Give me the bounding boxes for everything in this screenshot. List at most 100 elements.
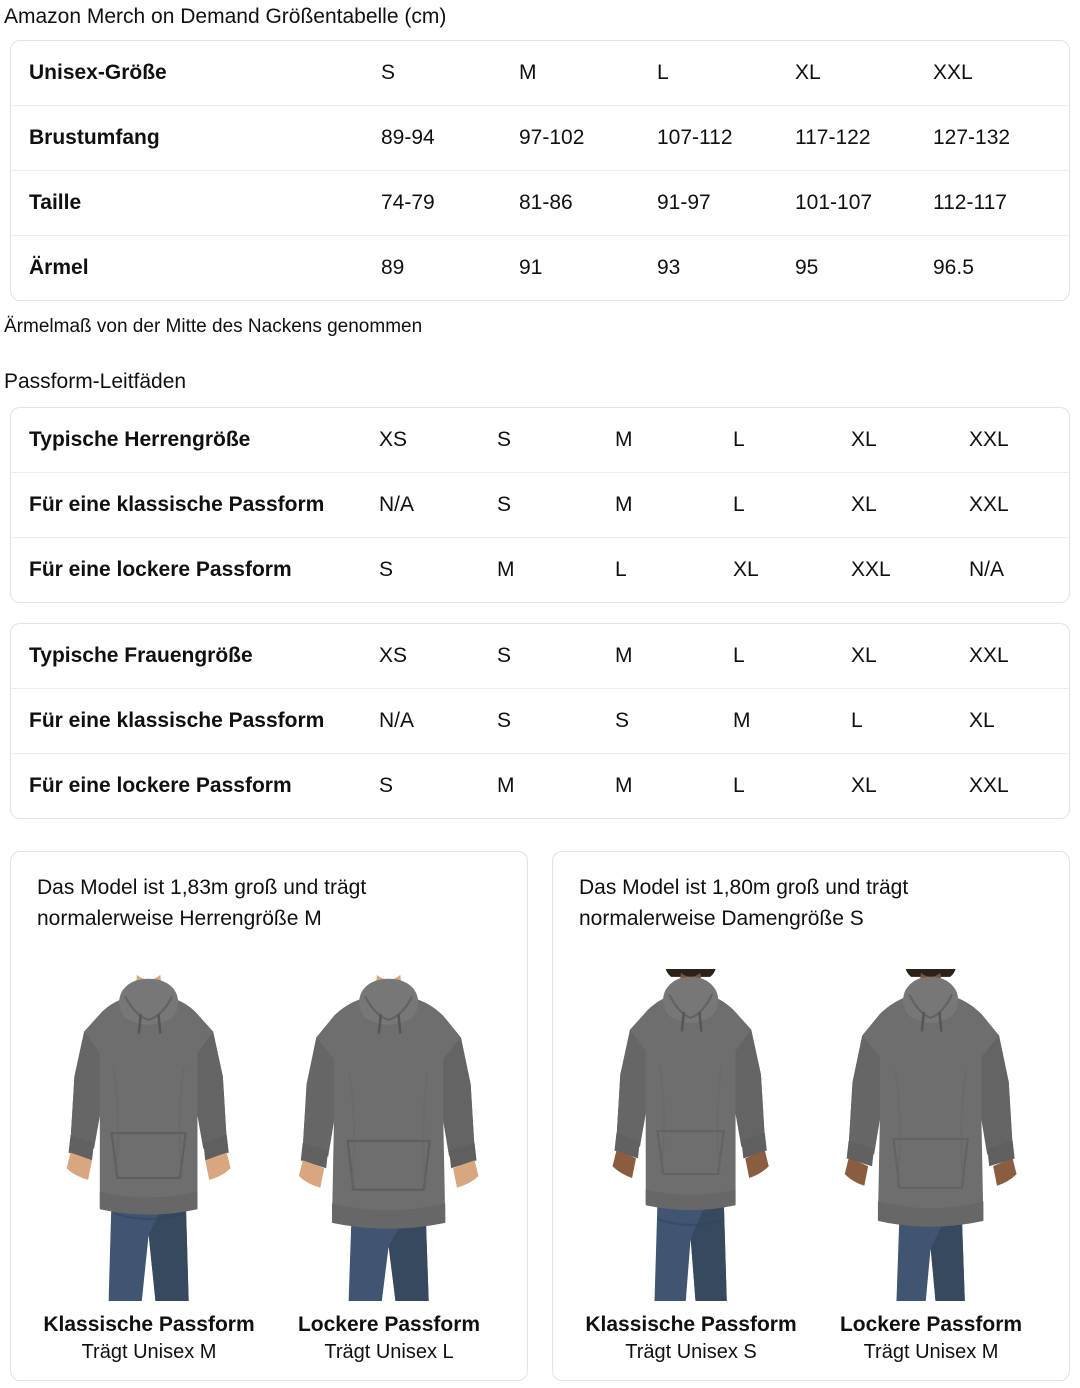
womens-classic-0: N/A bbox=[379, 688, 497, 754]
caption-subtitle: Trägt Unisex M bbox=[863, 1341, 999, 1363]
caption-title: Klassische Passform bbox=[43, 1313, 255, 1336]
mens-classic-2: M bbox=[615, 472, 733, 538]
womens-typical-xs: XS bbox=[379, 644, 408, 667]
womens-classic-3: M bbox=[733, 688, 851, 754]
table-row: Ärmel 89 91 93 95 96.5 bbox=[11, 235, 1069, 300]
womens-classic-1: S bbox=[497, 688, 615, 754]
womens-typical-size-label: Typische Frauengröße bbox=[29, 644, 253, 667]
size-header-s: S bbox=[381, 61, 396, 84]
mens-classic-4: XL bbox=[851, 472, 969, 538]
mens-typical-xxl: XXL bbox=[969, 428, 1009, 451]
waist-xl: 101-107 bbox=[795, 170, 933, 236]
chest-l: 107-112 bbox=[657, 105, 795, 171]
row-label-chest: Brustumfang bbox=[11, 105, 381, 171]
table-row: Für eine lockere Passform S M L XL XXL N… bbox=[11, 537, 1069, 602]
sleeve-l: 93 bbox=[657, 235, 795, 300]
waist-xxl: 112-117 bbox=[933, 170, 1069, 236]
womens-relaxed-2: M bbox=[615, 753, 733, 818]
womens-classic-caption: Klassische Passform Trägt Unisex S bbox=[571, 1311, 811, 1366]
table-row-header: Unisex-Größe S M L XL XXL bbox=[11, 41, 1069, 106]
womens-classic-fit-label: Für eine klassische Passform bbox=[11, 688, 379, 754]
chest-xl: 117-122 bbox=[795, 105, 933, 171]
mens-classic-caption: Klassische Passform Trägt Unisex M bbox=[29, 1311, 269, 1366]
womens-typical-l: L bbox=[733, 644, 745, 667]
mens-typical-size-label: Typische Herrengröße bbox=[29, 428, 251, 451]
caption-subtitle: Trägt Unisex L bbox=[324, 1341, 454, 1363]
womens-model-description: Das Model ist 1,80m groß und trägt norma… bbox=[579, 876, 909, 930]
chest-m: 97-102 bbox=[519, 105, 657, 171]
mens-relaxed-2: L bbox=[615, 537, 733, 602]
table-row-header: Typische Frauengröße XS S M L XL XXL bbox=[11, 624, 1069, 689]
table-row: Taille 74-79 81-86 91-97 101-107 112-117 bbox=[11, 170, 1069, 236]
fit-guides-heading: Passform-Leitfäden bbox=[4, 370, 187, 393]
mens-figure-captions: Klassische Passform Trägt Unisex M Locke… bbox=[29, 1301, 509, 1366]
womens-classic-4: L bbox=[851, 688, 969, 754]
size-header-xxl: XXL bbox=[933, 61, 973, 84]
sleeve-xl: 95 bbox=[795, 235, 933, 300]
mens-fit-guide-card: Typische Herrengröße XS S M L XL XXL Für… bbox=[10, 407, 1070, 603]
page-title: Amazon Merch on Demand Größentabelle (cm… bbox=[4, 5, 447, 28]
size-header-xl: XL bbox=[795, 61, 821, 84]
caption-title: Lockere Passform bbox=[297, 1313, 481, 1336]
mens-typical-xs: XS bbox=[379, 428, 408, 451]
womens-classic-2: S bbox=[615, 688, 733, 754]
female-model-relaxed-fit-photo bbox=[811, 969, 1051, 1301]
waist-l: 91-97 bbox=[657, 170, 795, 236]
mens-typical-m: M bbox=[615, 428, 633, 451]
section-gap bbox=[0, 819, 1080, 847]
mens-relaxed-5: N/A bbox=[969, 537, 1069, 602]
womens-typical-m: M bbox=[615, 644, 633, 667]
mens-classic-5: XXL bbox=[969, 472, 1069, 538]
table-row: Für eine lockere Passform S M M L XL XXL bbox=[11, 753, 1069, 818]
womens-relaxed-fit-label: Für eine lockere Passform bbox=[11, 753, 379, 818]
table-row: Für eine klassische Passform N/A S M L X… bbox=[11, 472, 1069, 538]
female-model-classic-fit-photo bbox=[571, 969, 811, 1301]
mens-model-figures bbox=[29, 940, 509, 1301]
male-model-relaxed-fit-photo bbox=[269, 969, 509, 1301]
mens-relaxed-caption: Lockere Passform Trägt Unisex L bbox=[269, 1311, 509, 1366]
womens-classic-5: XL bbox=[969, 688, 1069, 754]
womens-typical-xl: XL bbox=[851, 644, 877, 667]
mens-classic-0: N/A bbox=[379, 472, 497, 538]
caption-subtitle: Trägt Unisex M bbox=[81, 1341, 217, 1363]
sleeve-m: 91 bbox=[519, 235, 657, 300]
mens-typical-l: L bbox=[733, 428, 745, 451]
size-header-l: L bbox=[657, 61, 669, 84]
male-model-classic-fit-photo bbox=[29, 969, 269, 1301]
column-header-label: Unisex-Größe bbox=[29, 61, 167, 84]
sleeve-s: 89 bbox=[381, 235, 519, 300]
table-row-header: Typische Herrengröße XS S M L XL XXL bbox=[11, 408, 1069, 473]
womens-fit-table: Typische Frauengröße XS S M L XL XXL Für… bbox=[11, 624, 1069, 818]
mens-classic-1: S bbox=[497, 472, 615, 538]
row-label-waist: Taille bbox=[11, 170, 381, 236]
womens-relaxed-1: M bbox=[497, 753, 615, 818]
chest-xxl: 127-132 bbox=[933, 105, 1069, 171]
size-header-m: M bbox=[519, 61, 537, 84]
mens-classic-3: L bbox=[733, 472, 851, 538]
mens-model-description: Das Model ist 1,83m groß und trägt norma… bbox=[37, 876, 367, 930]
row-label-sleeve: Ärmel bbox=[11, 235, 381, 300]
mens-classic-fit-label: Für eine klassische Passform bbox=[11, 472, 379, 538]
mens-relaxed-0: S bbox=[379, 537, 497, 602]
unisex-size-table: Unisex-Größe S M L XL XXL Brustumfang 89… bbox=[11, 41, 1069, 300]
womens-fit-guide-card: Typische Frauengröße XS S M L XL XXL Für… bbox=[10, 623, 1070, 819]
table-gap bbox=[0, 603, 1080, 623]
sleeve-xxl: 96.5 bbox=[933, 235, 1069, 300]
womens-relaxed-caption: Lockere Passform Trägt Unisex M bbox=[811, 1311, 1051, 1366]
unisex-size-chart-card: Unisex-Größe S M L XL XXL Brustumfang 89… bbox=[10, 40, 1070, 301]
mens-relaxed-fit-label: Für eine lockere Passform bbox=[11, 537, 379, 602]
womens-relaxed-4: XL bbox=[851, 753, 969, 818]
womens-relaxed-3: L bbox=[733, 753, 851, 818]
mens-model-panel: Das Model ist 1,83m groß und trägt norma… bbox=[10, 851, 528, 1381]
mens-typical-xl: XL bbox=[851, 428, 877, 451]
caption-subtitle: Trägt Unisex S bbox=[625, 1341, 757, 1363]
table-row: Brustumfang 89-94 97-102 107-112 117-122… bbox=[11, 105, 1069, 171]
table-row: Für eine klassische Passform N/A S S M L… bbox=[11, 688, 1069, 754]
caption-title: Lockere Passform bbox=[839, 1313, 1023, 1336]
womens-figure-captions: Klassische Passform Trägt Unisex S Locke… bbox=[571, 1301, 1051, 1366]
womens-typical-s: S bbox=[497, 644, 512, 667]
model-panels-row: Das Model ist 1,83m groß und trägt norma… bbox=[10, 847, 1070, 1381]
waist-s: 74-79 bbox=[381, 170, 519, 236]
womens-typical-xxl: XXL bbox=[969, 644, 1009, 667]
